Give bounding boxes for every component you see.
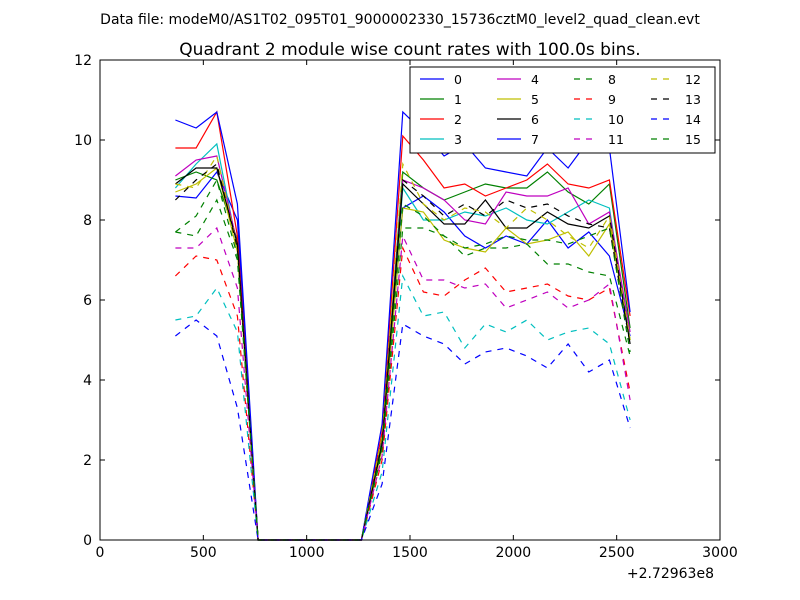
legend-label-7: 7 xyxy=(531,132,539,147)
x-tick-label: 3000 xyxy=(702,545,738,561)
series-line-9 xyxy=(174,245,631,541)
x-offset-label: +2.72963e8 xyxy=(627,566,714,582)
legend-label-9: 9 xyxy=(608,92,616,107)
legend-label-11: 11 xyxy=(608,132,624,147)
chart-title: Quadrant 2 module wise count rates with … xyxy=(179,40,640,60)
series-line-1 xyxy=(175,170,631,541)
series-line-5 xyxy=(175,166,631,541)
series-line-13 xyxy=(174,162,631,541)
series-line-7 xyxy=(175,110,631,541)
legend-label-15: 15 xyxy=(685,132,701,147)
x-tick-label: 2500 xyxy=(599,545,635,561)
plot-area xyxy=(174,110,631,541)
legend-label-2: 2 xyxy=(454,112,462,127)
legend-label-10: 10 xyxy=(608,112,624,127)
legend-label-12: 12 xyxy=(685,72,701,87)
series-line-0 xyxy=(175,170,631,541)
series-line-11 xyxy=(175,226,631,541)
x-tick-label: 500 xyxy=(190,545,217,561)
x-tick-label: 2000 xyxy=(496,545,532,561)
series-line-10 xyxy=(175,273,631,541)
legend-label-13: 13 xyxy=(685,92,701,107)
y-tick-label: 12 xyxy=(74,53,92,69)
y-tick-label: 10 xyxy=(74,133,92,149)
legend-label-1: 1 xyxy=(454,92,462,107)
figure-suptitle: Data file: modeM0/AS1T02_095T01_90000023… xyxy=(100,12,700,28)
series-line-6 xyxy=(175,167,631,541)
legend-label-14: 14 xyxy=(685,112,701,127)
y-tick-label: 8 xyxy=(83,213,92,229)
y-tick-label: 6 xyxy=(83,293,92,309)
series-line-15 xyxy=(175,178,631,541)
y-tick-label: 4 xyxy=(83,373,92,389)
legend-label-3: 3 xyxy=(454,132,462,147)
series-line-14 xyxy=(175,319,631,541)
legend-label-6: 6 xyxy=(531,112,539,127)
x-tick-label: 1500 xyxy=(392,545,428,561)
y-tick-label: 0 xyxy=(83,533,92,549)
legend-label-4: 4 xyxy=(531,72,539,87)
y-tick-label: 2 xyxy=(83,453,92,469)
x-tick-label: 1000 xyxy=(289,545,325,561)
legend-label-0: 0 xyxy=(454,72,462,87)
legend-label-8: 8 xyxy=(608,72,616,87)
x-tick-label: 0 xyxy=(96,545,105,561)
legend-label-5: 5 xyxy=(531,92,539,107)
